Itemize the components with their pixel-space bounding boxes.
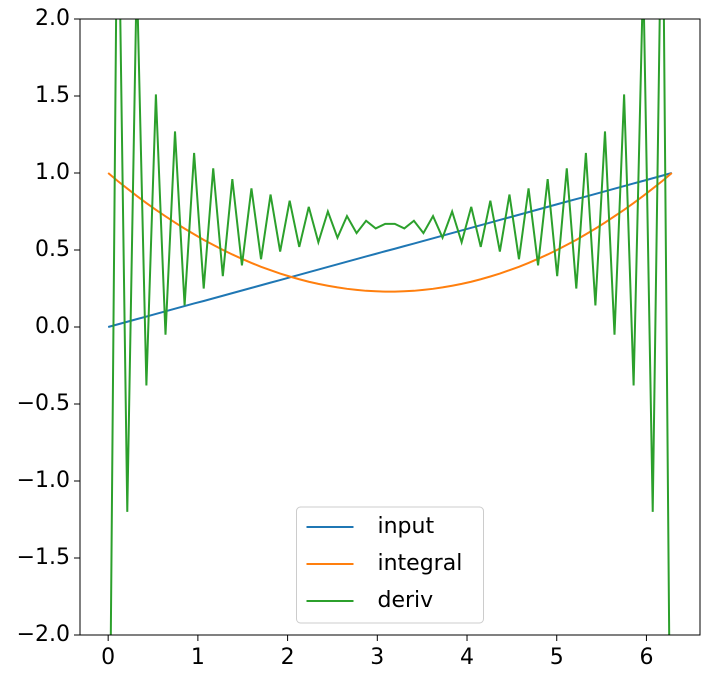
x-tick-label: 0 — [101, 645, 115, 670]
y-tick-label: −2.0 — [17, 622, 70, 647]
y-tick-label: 1.0 — [35, 160, 70, 185]
legend-label: integral — [378, 551, 463, 576]
x-tick-label: 2 — [281, 645, 295, 670]
x-tick-label: 1 — [191, 645, 205, 670]
series-line — [109, 19, 671, 635]
y-tick-label: 1.5 — [35, 83, 70, 108]
y-tick-label: −1.0 — [17, 468, 70, 493]
x-tick-label: 5 — [550, 645, 564, 670]
y-tick-label: 0.5 — [35, 237, 70, 262]
x-tick-label: 6 — [639, 645, 653, 670]
legend-label: input — [378, 514, 435, 539]
y-tick-label: 2.0 — [35, 6, 70, 31]
legend-box — [296, 506, 484, 624]
x-tick-label: 3 — [370, 645, 384, 670]
y-tick-label: −0.5 — [17, 391, 70, 416]
x-tick-label: 4 — [460, 645, 474, 670]
legend-label: deriv — [378, 588, 434, 613]
series-line — [107, 172, 673, 328]
plot-lines — [107, 19, 673, 635]
y-tick-label: −1.5 — [17, 545, 70, 570]
y-tick-label: 0.0 — [35, 314, 70, 339]
series-line — [107, 172, 673, 293]
